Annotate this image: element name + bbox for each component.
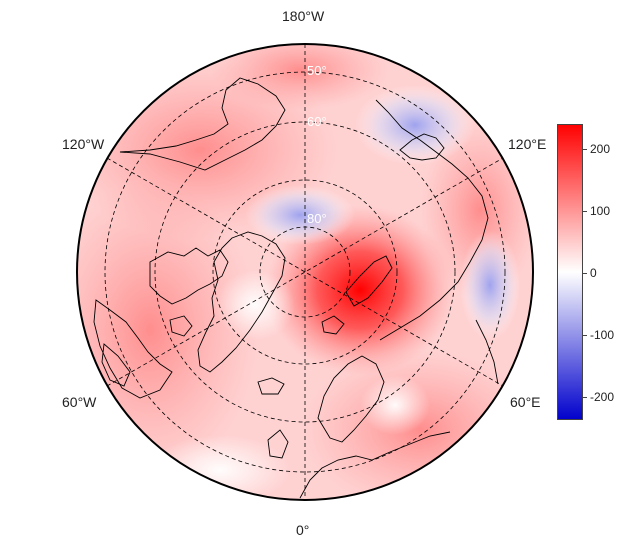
lon-label-lower-left: 60°W bbox=[62, 394, 97, 410]
colorbar-tick-mark-200 bbox=[583, 149, 587, 150]
colorbar-tick-200: 200 bbox=[590, 142, 611, 156]
iceland bbox=[257, 377, 285, 395]
colorbar-tick-mark-neg100 bbox=[583, 335, 587, 336]
hudson-bay bbox=[101, 343, 131, 387]
graticule bbox=[104, 44, 506, 500]
kamchatka-coast bbox=[399, 133, 445, 161]
colorbar-tick-neg200: -200 bbox=[590, 390, 615, 404]
europe-coast bbox=[299, 431, 451, 499]
meridian-60w-120e bbox=[106, 157, 504, 387]
lon-label-top: 180°W bbox=[282, 8, 325, 24]
lat-circle-50 bbox=[104, 71, 506, 473]
lat-label-50: 50° bbox=[307, 63, 327, 78]
scandinavia-coast bbox=[317, 355, 385, 443]
coastlines bbox=[93, 77, 499, 499]
lat-circle-70 bbox=[212, 179, 398, 365]
lon-label-lower-right: 60°E bbox=[510, 394, 541, 410]
map-border bbox=[76, 43, 534, 501]
lon-label-bottom: 0° bbox=[296, 522, 310, 538]
colorbar-tick-neg100: -100 bbox=[590, 328, 615, 342]
colorbar-tick-mark-neg200 bbox=[583, 397, 587, 398]
colorbar-gradient bbox=[557, 124, 583, 420]
russia-coast bbox=[375, 99, 499, 385]
colorbar-tick-100: 100 bbox=[590, 204, 611, 218]
greenland-coast bbox=[197, 231, 286, 373]
lon-label-upper-right: 120°E bbox=[508, 136, 547, 152]
colorbar bbox=[557, 124, 583, 420]
svalbard bbox=[321, 315, 345, 335]
canadian-archipelago bbox=[149, 247, 229, 337]
britain bbox=[267, 429, 289, 459]
meridian-120w-60e bbox=[106, 157, 504, 387]
colorbar-tick-0: 0 bbox=[590, 266, 597, 280]
lat-circle-60 bbox=[154, 121, 456, 423]
north-america-coast bbox=[93, 77, 286, 399]
lat-label-60: 60° bbox=[307, 114, 327, 129]
colorbar-tick-mark-100 bbox=[583, 211, 587, 212]
lat-label-80: 80° bbox=[307, 211, 327, 226]
colorbar-tick-mark-0 bbox=[583, 273, 587, 274]
lon-label-upper-left: 120°W bbox=[62, 136, 105, 152]
